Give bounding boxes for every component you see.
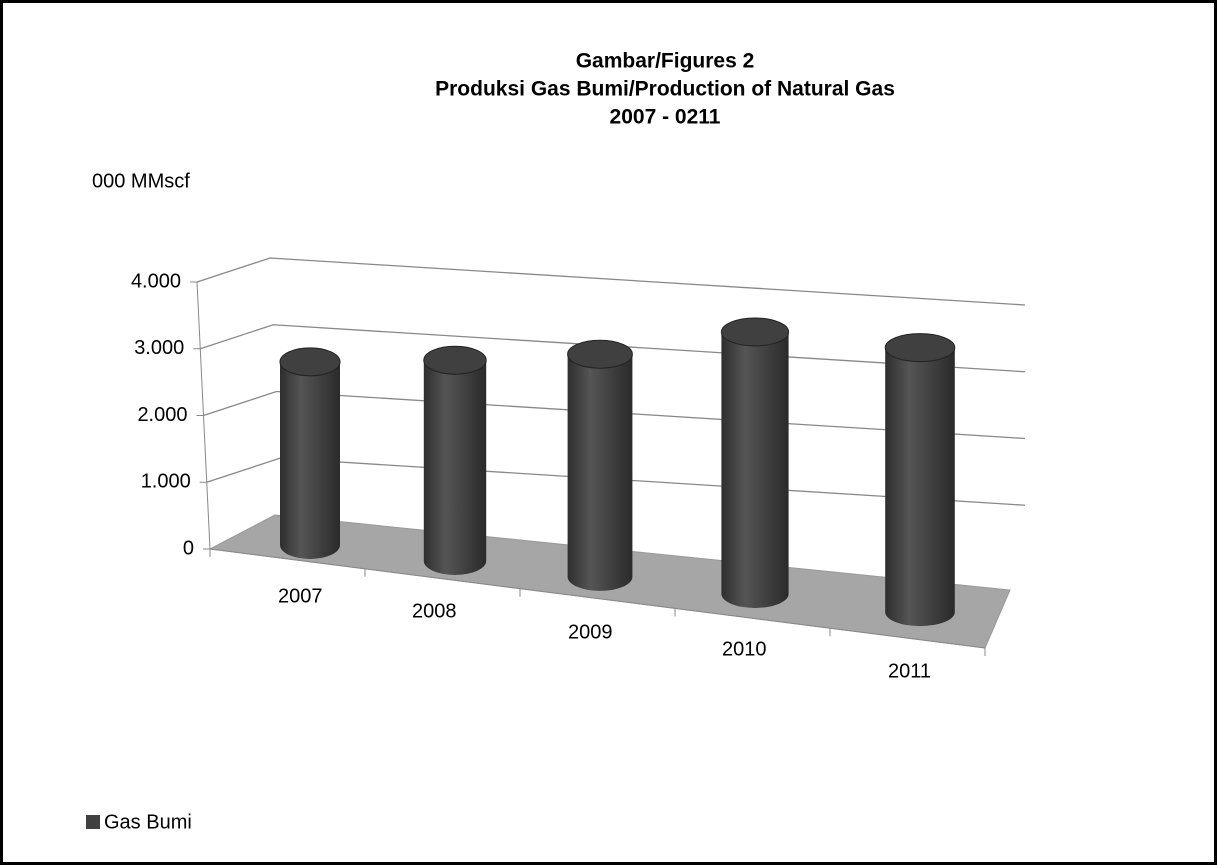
cylinder [720,317,790,608]
x-tick-label: 2009 [568,621,613,643]
bar-top [720,317,790,347]
y-tick-label: 2.000 [137,404,187,426]
cylinder [279,347,341,559]
x-tick-label: 2010 [722,638,767,660]
bar [885,347,955,627]
grid-line [196,257,1026,306]
y-tick-label: 1.000 [141,471,191,493]
bar [721,331,789,608]
y-tick-label: 3.000 [134,337,184,359]
y-axis-label: 000 MMscf [92,170,190,192]
chart-title: Gambar/Figures 2 [576,50,755,73]
x-tick-label: 2007 [278,585,323,607]
bar-top [884,333,956,363]
cylinder [884,333,956,627]
chart-title: Produksi Gas Bumi/Production of Natural … [435,78,895,101]
legend-swatch [86,815,100,829]
y-tick-label: 4.000 [131,270,181,292]
x-tick-label: 2011 [888,660,931,682]
cylinder [567,339,633,591]
y-axis [196,281,211,550]
bar [423,360,487,575]
bar [567,354,633,591]
bar-top [567,339,633,369]
x-tick-label: 2008 [412,600,457,622]
cylinder [423,345,487,575]
chart-title: 2007 - 0211 [610,106,721,129]
bar-top [279,347,341,377]
bar-top [423,345,487,375]
y-tick-label: 0 [183,537,194,559]
legend-label: Gas Bumi [104,811,192,833]
x-axis [209,548,986,649]
bar [280,361,340,559]
